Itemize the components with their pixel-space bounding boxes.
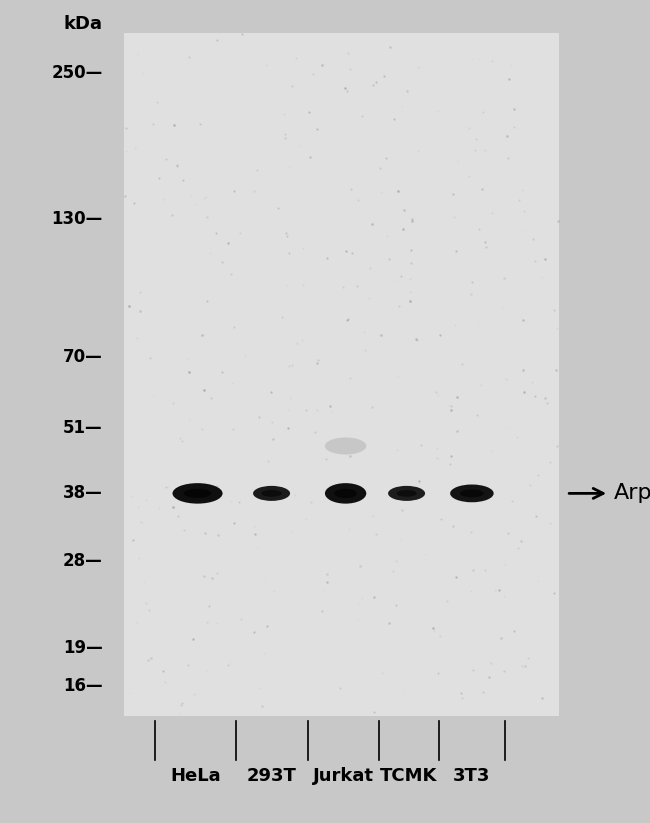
Text: 293T: 293T	[247, 767, 297, 785]
Ellipse shape	[388, 486, 425, 501]
Text: 51—: 51—	[63, 419, 103, 437]
Text: 250—: 250—	[51, 64, 103, 82]
Text: 38—: 38—	[62, 485, 103, 502]
Text: Jurkat: Jurkat	[313, 767, 374, 785]
Ellipse shape	[253, 486, 290, 501]
Text: 16—: 16—	[63, 677, 103, 695]
Text: 70—: 70—	[62, 348, 103, 366]
Ellipse shape	[460, 490, 484, 497]
Ellipse shape	[396, 490, 417, 497]
Ellipse shape	[261, 490, 281, 497]
Ellipse shape	[450, 485, 494, 502]
Ellipse shape	[325, 483, 367, 504]
Text: kDa: kDa	[64, 15, 103, 33]
Ellipse shape	[325, 438, 367, 454]
Ellipse shape	[334, 489, 357, 498]
Text: 3T3: 3T3	[453, 767, 490, 785]
Ellipse shape	[184, 489, 211, 498]
Text: Arpc1b: Arpc1b	[614, 483, 650, 504]
Text: 28—: 28—	[62, 552, 103, 570]
Text: 19—: 19—	[62, 639, 103, 657]
Text: HeLa: HeLa	[170, 767, 220, 785]
Text: TCMK: TCMK	[380, 767, 437, 785]
Ellipse shape	[172, 483, 222, 504]
Text: 130—: 130—	[51, 210, 103, 228]
